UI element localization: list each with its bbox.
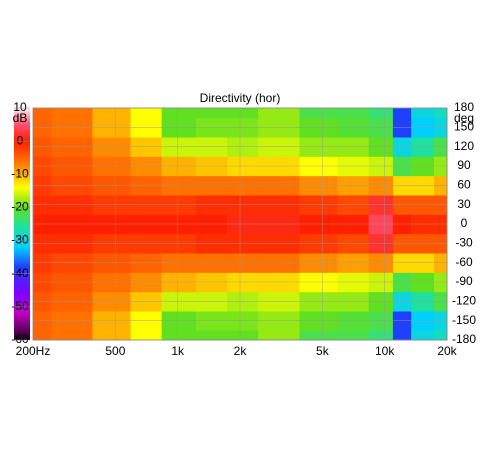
heat-cell <box>161 330 197 341</box>
y-tick-label: -60 <box>455 255 473 269</box>
heat-cell <box>130 108 163 119</box>
plot-frame <box>32 107 448 341</box>
heat-cell <box>195 108 228 119</box>
heat-cell <box>33 108 52 119</box>
y-tick-label: 90 <box>457 158 471 172</box>
heat-cell <box>337 330 370 341</box>
overlay <box>32 107 448 341</box>
y-tick-label: 60 <box>457 178 471 192</box>
colorbar-tick-label: -10 <box>11 166 29 180</box>
heat-cell <box>434 330 448 341</box>
heat-cell <box>392 330 412 341</box>
heat-cell <box>258 108 300 119</box>
y-tick-label: 0 <box>461 216 468 230</box>
colorbar-tick-label: -50 <box>11 299 29 313</box>
y-tick-label: -180 <box>452 332 476 346</box>
heat-cell <box>227 330 259 341</box>
heat-cell <box>227 108 259 119</box>
colorbar-tick-label: -40 <box>11 266 29 280</box>
x-tick-label: 2k <box>234 344 248 358</box>
y-axis-label: deg <box>454 111 474 125</box>
colorbar-tick-label: 10 <box>13 100 27 114</box>
y-tick-label: 180 <box>454 100 474 114</box>
x-tick-label: 500 <box>105 344 125 358</box>
heat-cell <box>337 108 370 119</box>
heat-cell <box>258 330 300 341</box>
heat-cell <box>434 108 448 119</box>
x-tick-label: 10k <box>375 344 395 358</box>
colorbar-tick-label: -20 <box>11 200 29 214</box>
heat-cell <box>299 108 338 119</box>
heat-cell <box>299 330 338 341</box>
x-tick-label: 200Hz <box>16 344 51 358</box>
heat-cell <box>195 330 228 341</box>
heat-cell <box>161 108 197 119</box>
y-tick-label: 30 <box>457 197 471 211</box>
heat-cell <box>368 108 394 119</box>
heat-cell <box>392 108 412 119</box>
heat-cell <box>92 108 131 119</box>
y-tick-label: -150 <box>452 313 476 327</box>
colorbar-tick-label: 0 <box>17 133 24 147</box>
heat-cell <box>51 108 93 119</box>
y-tick-label: -120 <box>452 294 476 308</box>
colorbar <box>14 108 30 340</box>
y-tick-label: -90 <box>455 274 473 288</box>
x-tick-label: 20k <box>437 344 457 358</box>
heat-cell <box>51 330 93 341</box>
heat-cell <box>411 108 435 119</box>
heat-cell <box>130 330 163 341</box>
colorbar-tick-label: -30 <box>11 233 29 247</box>
x-tick-label: 5k <box>316 344 330 358</box>
heat-cell <box>411 330 435 341</box>
x-tick-label: 1k <box>171 344 185 358</box>
y-tick-label: 150 <box>454 120 474 134</box>
heat-cell <box>92 330 131 341</box>
chart-title: Directivity (hor) <box>200 91 281 105</box>
colorbar-label: dB <box>13 111 28 125</box>
heat-cell <box>33 330 52 341</box>
y-tick-label: 120 <box>454 139 474 153</box>
heat-cell <box>368 330 394 341</box>
y-tick-label: -30 <box>455 236 473 250</box>
colorbar-tick-label: -60 <box>11 332 29 346</box>
